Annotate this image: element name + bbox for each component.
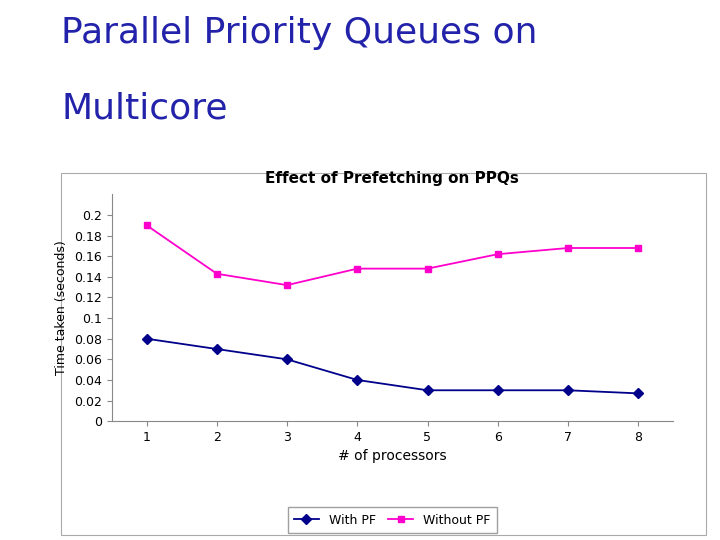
Without PF <box>423 265 432 272</box>
Without PF <box>564 245 572 251</box>
With PF <box>212 346 221 352</box>
Legend: With PF, Without PF: With PF, Without PF <box>288 508 497 533</box>
With PF <box>493 387 502 394</box>
With PF <box>634 390 642 396</box>
With PF <box>143 335 151 342</box>
With PF <box>423 387 432 394</box>
X-axis label: # of processors: # of processors <box>338 449 446 463</box>
With PF <box>564 387 572 394</box>
With PF <box>353 377 361 383</box>
Without PF <box>143 222 151 228</box>
Without PF <box>353 265 361 272</box>
With PF <box>283 356 292 362</box>
Without PF <box>493 251 502 258</box>
Without PF <box>634 245 642 251</box>
Text: Multicore: Multicore <box>61 92 228 126</box>
Without PF <box>283 282 292 288</box>
Line: Without PF: Without PF <box>143 222 642 288</box>
Title: Effect of Prefetching on PPQs: Effect of Prefetching on PPQs <box>266 171 519 186</box>
Line: With PF: With PF <box>143 335 642 397</box>
Text: Parallel Priority Queues on: Parallel Priority Queues on <box>61 16 538 50</box>
Y-axis label: Time taken (seconds): Time taken (seconds) <box>55 240 68 375</box>
Without PF <box>212 271 221 277</box>
